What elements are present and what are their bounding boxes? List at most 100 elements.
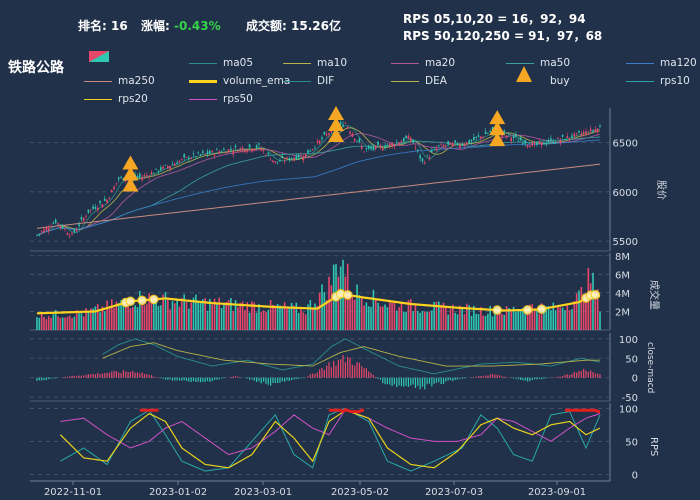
candle-body xyxy=(529,146,531,148)
candle-body xyxy=(480,136,482,139)
volume-bar xyxy=(503,314,506,330)
volume-bar xyxy=(307,304,309,330)
volume-bar xyxy=(68,315,71,330)
rps-tick-100: 100 xyxy=(619,404,638,415)
candle-body xyxy=(195,156,197,158)
volume-bar xyxy=(269,300,272,330)
candle-body xyxy=(419,155,421,159)
candle-body xyxy=(477,135,480,137)
volume-bar xyxy=(267,309,270,330)
candle-body xyxy=(402,138,405,142)
volume-bar xyxy=(134,305,136,330)
volume-bar xyxy=(487,313,489,330)
volume-bar xyxy=(80,313,83,330)
volume-bar xyxy=(409,299,412,330)
candle-body xyxy=(522,143,524,144)
volume-bar xyxy=(143,305,146,330)
candle-body xyxy=(153,173,155,175)
volume-bar xyxy=(512,306,515,330)
volume-bar xyxy=(281,306,284,330)
volume-bar xyxy=(160,305,162,330)
candle-body xyxy=(68,235,71,237)
volume-bar xyxy=(452,304,454,330)
candle-body xyxy=(136,176,139,178)
volume-bar xyxy=(402,311,405,330)
volume-bar xyxy=(428,311,431,330)
volume-bar xyxy=(297,312,300,330)
legend-label-DIF: DIF xyxy=(317,75,335,87)
volume-bar xyxy=(353,299,356,330)
macd-tick--50: -50 xyxy=(622,393,638,404)
candle-body xyxy=(363,151,365,153)
candle-body xyxy=(96,207,99,211)
candle-body xyxy=(318,140,321,144)
legend-swatch-ma05 xyxy=(189,63,217,64)
volume-bar xyxy=(463,314,466,330)
volume-bar xyxy=(262,310,265,330)
candle-body xyxy=(381,148,384,151)
buy-marker xyxy=(489,121,506,136)
candle-body xyxy=(531,142,534,146)
candle-body xyxy=(538,141,541,143)
candle-body xyxy=(395,141,398,143)
volume-bar xyxy=(501,313,503,330)
candle-body xyxy=(370,146,372,149)
candle-body xyxy=(582,132,585,135)
candle-body xyxy=(463,144,466,147)
candle-body xyxy=(248,144,251,148)
candle-body xyxy=(349,131,351,134)
volume-bar xyxy=(66,316,69,330)
candle-body xyxy=(409,137,412,141)
rps-axis-label: RPS xyxy=(648,437,659,456)
volume-bar xyxy=(181,297,183,330)
volume-bar xyxy=(237,307,239,330)
volume-bar xyxy=(367,306,370,330)
volume-bar xyxy=(554,310,557,330)
buy-marker xyxy=(122,166,139,181)
volume-bar xyxy=(480,306,482,330)
candle-body xyxy=(244,150,246,153)
candle-body xyxy=(557,138,559,139)
volume-bar xyxy=(589,283,592,330)
volume-bar xyxy=(386,307,389,330)
volume-bar xyxy=(108,306,111,330)
volume-bar xyxy=(533,308,536,330)
volume-bar xyxy=(167,297,169,330)
candle-body xyxy=(145,175,148,176)
candle-body xyxy=(71,232,73,235)
candle-body xyxy=(246,149,249,152)
legend-label-DEA: DEA xyxy=(425,75,447,87)
candle-body xyxy=(379,145,382,148)
volume-bar xyxy=(101,306,104,330)
line-rps20 xyxy=(59,409,601,469)
volume-bar xyxy=(129,308,132,330)
candle-body xyxy=(461,144,463,146)
volume-bar xyxy=(580,286,583,330)
candle-body xyxy=(237,151,239,153)
candle-body xyxy=(526,145,529,147)
volume-signal-dot xyxy=(590,289,601,300)
volume-bar xyxy=(94,306,97,330)
line-dea xyxy=(102,342,600,367)
volume-bar xyxy=(456,314,459,330)
candle-body xyxy=(267,152,270,155)
rps-tick-0: 0 xyxy=(632,470,638,481)
candle-body xyxy=(281,156,284,159)
volume-bar xyxy=(377,302,379,330)
volume-bar xyxy=(365,302,368,330)
volume-bar xyxy=(363,305,365,330)
candle-body xyxy=(75,229,78,232)
candle-body xyxy=(428,157,431,159)
volume-bar xyxy=(106,300,108,330)
volume-bar xyxy=(45,319,48,330)
candle-body xyxy=(124,179,127,182)
price-tick-5500: 5500 xyxy=(613,237,638,248)
candle-body xyxy=(157,170,160,172)
volume-bar xyxy=(494,310,496,330)
volume-bar xyxy=(272,304,274,330)
buy-marker xyxy=(328,106,345,121)
candle-body xyxy=(148,176,150,178)
candle-body xyxy=(554,141,557,143)
volume-bar xyxy=(153,298,155,330)
volume-bar xyxy=(309,299,312,330)
